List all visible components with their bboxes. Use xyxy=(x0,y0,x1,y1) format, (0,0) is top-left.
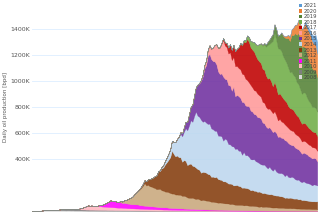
Y-axis label: Daily oil production [bpd]: Daily oil production [bpd] xyxy=(3,72,8,142)
Legend: 2021, 2020, 2019, 2018, 2017, 2016, 2015, 2014, 2013, 2012, 2011, 2010, 2009, 20: 2021, 2020, 2019, 2018, 2017, 2016, 2015… xyxy=(299,3,317,80)
